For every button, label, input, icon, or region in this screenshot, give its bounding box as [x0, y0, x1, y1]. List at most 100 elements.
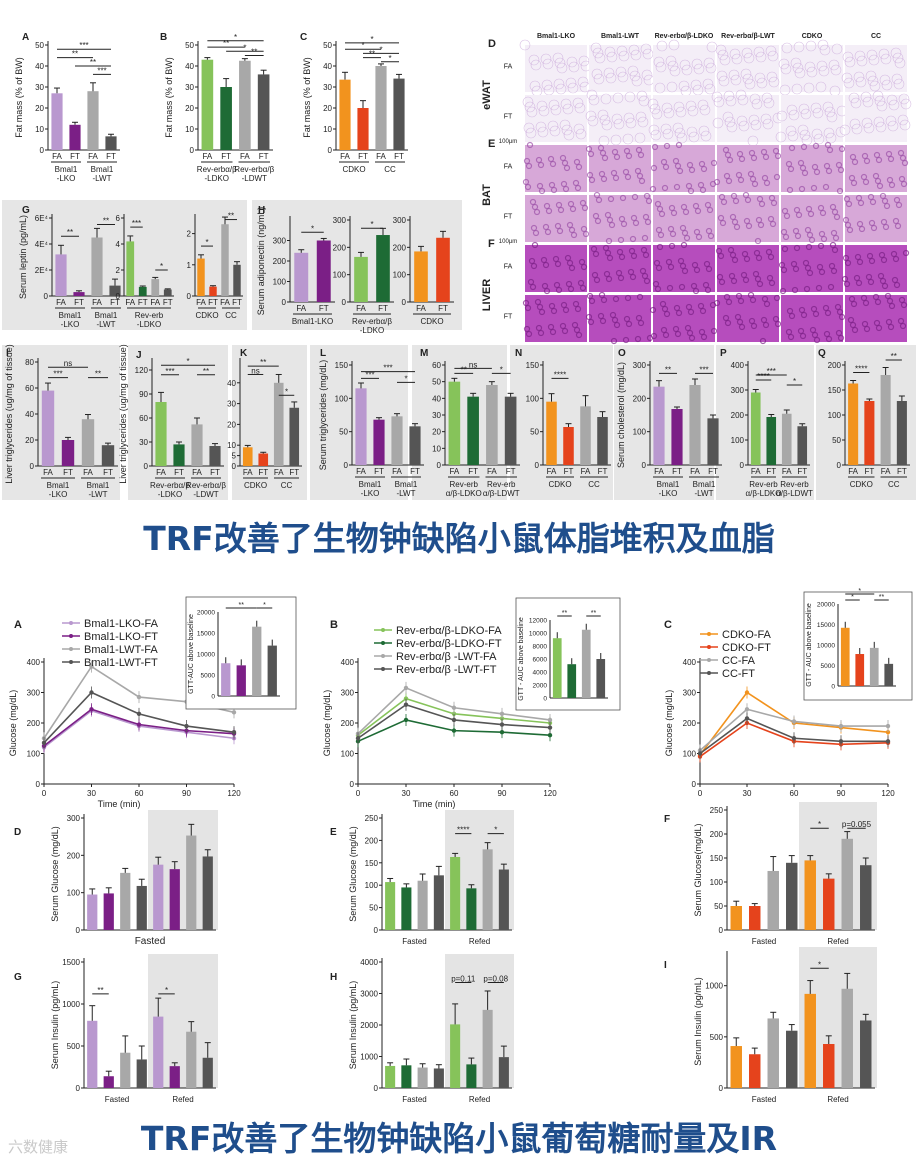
cell — [555, 83, 567, 95]
cell — [535, 156, 543, 164]
sig-label: ** — [591, 610, 597, 617]
cell — [549, 125, 561, 137]
group-label: Bmal1 — [657, 480, 680, 489]
cell — [632, 219, 640, 227]
cell — [545, 207, 553, 215]
cell — [761, 295, 769, 303]
cell — [851, 158, 859, 166]
group-label: CC — [225, 311, 237, 320]
cell — [728, 69, 740, 81]
y-tick-label: 100 — [633, 428, 647, 437]
cell — [793, 206, 801, 214]
group-label: Fasted — [105, 1095, 129, 1104]
cell — [680, 241, 688, 249]
y-tick-label: 250 — [365, 814, 379, 823]
x-tick-label: FA — [782, 467, 792, 476]
cell — [656, 205, 664, 213]
y-tick-label: 200 — [27, 719, 41, 728]
histology-column-label: CC — [871, 33, 881, 40]
cell — [660, 326, 668, 334]
cell — [767, 253, 775, 261]
group-label: Bmal1 — [55, 165, 78, 174]
cell — [887, 323, 895, 331]
cell — [623, 147, 631, 155]
cell — [749, 296, 757, 304]
x-tick-label: FA — [192, 468, 202, 477]
cell — [697, 99, 709, 111]
x-tick-label: FA — [88, 152, 98, 161]
sig-label: * — [818, 820, 821, 829]
cell — [644, 218, 652, 226]
cell — [753, 46, 765, 58]
cell — [559, 322, 567, 330]
group-label: -LKO — [61, 320, 80, 329]
cell — [743, 52, 755, 64]
bar-chart-I: 0 20 40 60 80 Liver triglycerides (ug/mg of t… — [4, 344, 118, 499]
y-tick-label: 8000 — [533, 644, 548, 651]
cell — [600, 93, 612, 105]
sig-label: ** — [67, 228, 73, 237]
cell — [630, 49, 642, 61]
x-tick-label: FT — [208, 298, 218, 307]
bar — [103, 893, 114, 930]
cell — [542, 223, 550, 231]
cell — [534, 298, 542, 306]
cell — [812, 310, 820, 318]
cell — [862, 96, 874, 108]
group-label: -LWT — [695, 489, 714, 498]
cell — [754, 275, 762, 283]
y-tick-label: 30 — [323, 83, 332, 92]
y-tick-label: 6 — [116, 214, 121, 223]
cell — [825, 132, 837, 144]
cell — [573, 326, 581, 334]
cell — [525, 162, 533, 170]
y-tick-label: 60 — [432, 361, 441, 370]
cell — [772, 147, 780, 155]
cell — [634, 335, 642, 343]
group-label: -LDKO — [137, 320, 161, 329]
cell — [658, 210, 666, 218]
cell — [612, 92, 624, 104]
bar — [689, 385, 701, 465]
cell — [655, 226, 663, 234]
sig-label: * — [858, 588, 861, 595]
x-tick-label: 30 — [743, 789, 752, 798]
group-label: Rev-erbα/β — [197, 165, 237, 174]
cell — [744, 78, 756, 90]
group-label: Bmal1 — [87, 481, 110, 490]
group-label: Bmal1 — [91, 165, 114, 174]
legend-label: CC-FA — [722, 655, 756, 667]
cell — [631, 75, 643, 87]
cell — [675, 309, 683, 317]
group-label: Bmal1 — [59, 311, 82, 320]
cell — [590, 245, 598, 253]
cell — [697, 302, 705, 310]
cell — [570, 231, 578, 239]
cell — [685, 182, 693, 190]
cell — [529, 198, 537, 206]
cell — [735, 171, 743, 179]
y-tick-label: 400 — [27, 658, 41, 667]
group-label: Refed — [827, 937, 848, 946]
cell — [624, 294, 632, 302]
cell — [559, 154, 567, 162]
cell — [787, 333, 795, 341]
x-tick-label: FA — [296, 304, 306, 313]
cell — [715, 44, 727, 56]
x-tick-label: FA — [243, 468, 253, 477]
bar — [730, 1046, 742, 1088]
panel-letter: D — [488, 38, 496, 50]
cell — [781, 207, 789, 215]
group-label: Rev-erbα/β — [234, 165, 274, 174]
bar — [357, 108, 369, 150]
panel-letter: N — [515, 348, 522, 359]
cell — [866, 49, 878, 61]
cell — [827, 283, 835, 291]
bar — [91, 237, 103, 296]
group-label: Bmal1 — [47, 481, 70, 490]
sig-label: * — [793, 377, 796, 386]
cell — [662, 331, 670, 339]
y-tick-label: 0 — [282, 298, 287, 307]
legend-marker — [707, 645, 711, 649]
cell — [555, 286, 563, 294]
